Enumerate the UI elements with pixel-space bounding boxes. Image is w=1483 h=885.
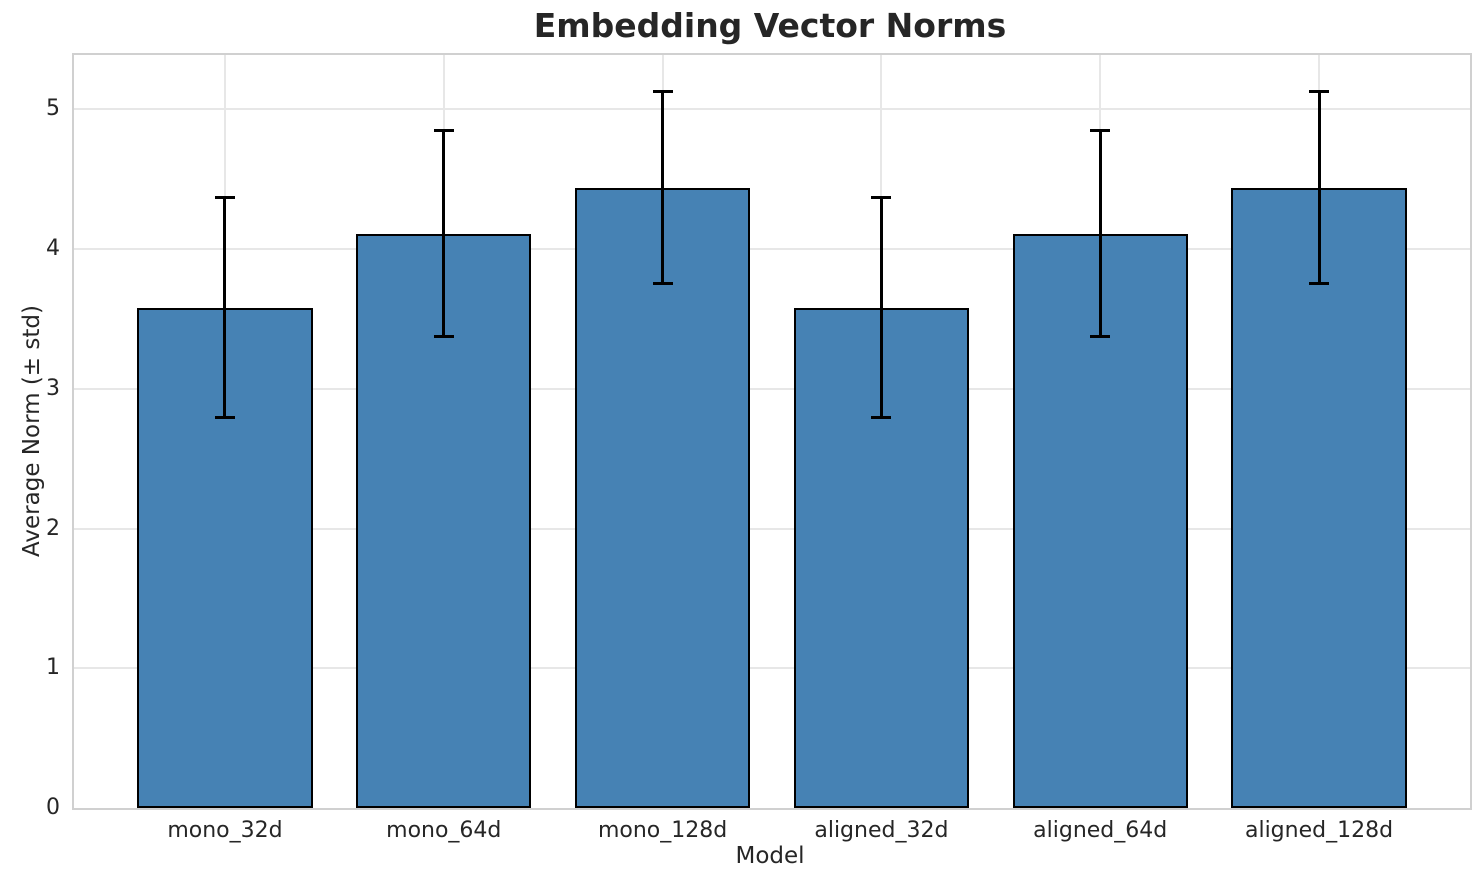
- y-gridline: [74, 248, 1470, 251]
- error-bar-aligned_64d: [1098, 130, 1102, 338]
- error-bar-mono_64d: [442, 130, 446, 338]
- y-tick-label: 3: [46, 375, 60, 401]
- error-cap-top-mono_64d: [433, 129, 454, 133]
- error-cap-top-aligned_64d: [1090, 129, 1111, 133]
- error-bar-aligned_128d: [1317, 91, 1321, 285]
- error-bar-mono_128d: [661, 91, 665, 285]
- plot-area: 0 1 2 3 4 5 mono_32d mono_64d mono_128d aligned_3…: [46, 53, 1472, 843]
- error-bar-mono_32d: [223, 197, 227, 419]
- y-tick-label: 4: [46, 236, 60, 262]
- error-cap-bottom-mono_32d: [214, 416, 235, 420]
- y-gridline: [74, 667, 1470, 670]
- bar-mono_64d: [356, 233, 532, 808]
- error-cap-top-mono_128d: [652, 90, 673, 94]
- y-tick-label: 2: [46, 515, 60, 541]
- y-gridline: [74, 387, 1470, 390]
- y-gridline: [74, 527, 1470, 530]
- x-tick-label-aligned_128d: aligned_128d: [1244, 818, 1394, 843]
- x-tick-label-mono_64d: mono_64d: [386, 818, 502, 843]
- error-bar-aligned_32d: [879, 197, 883, 419]
- error-cap-bottom-aligned_128d: [1309, 282, 1330, 286]
- error-cap-bottom-mono_128d: [652, 282, 673, 286]
- error-cap-bottom-aligned_64d: [1090, 335, 1111, 339]
- error-cap-bottom-mono_64d: [433, 335, 454, 339]
- x-tick-label-aligned_32d: aligned_32d: [814, 818, 949, 843]
- bar-mono_32d: [137, 307, 313, 808]
- bar-aligned_128d: [1231, 187, 1407, 808]
- x-tick-label-mono_128d: mono_128d: [597, 818, 728, 843]
- x-axis-label: Model: [735, 843, 805, 869]
- error-cap-top-aligned_32d: [871, 196, 892, 200]
- error-cap-top-mono_32d: [214, 196, 235, 200]
- error-cap-bottom-aligned_32d: [871, 416, 892, 420]
- x-tick-label-mono_32d: mono_32d: [167, 818, 283, 843]
- y-gridline: [74, 108, 1470, 111]
- error-cap-top-aligned_128d: [1309, 90, 1330, 94]
- y-tick-label: 1: [46, 655, 60, 681]
- x-tick-label-aligned_64d: aligned_64d: [1033, 818, 1168, 843]
- y-tick-label: 0: [46, 795, 60, 820]
- bar-mono_128d: [575, 187, 751, 808]
- chart-title: Embedding Vector Norms: [533, 6, 1007, 45]
- y-tick-label: 5: [46, 96, 60, 122]
